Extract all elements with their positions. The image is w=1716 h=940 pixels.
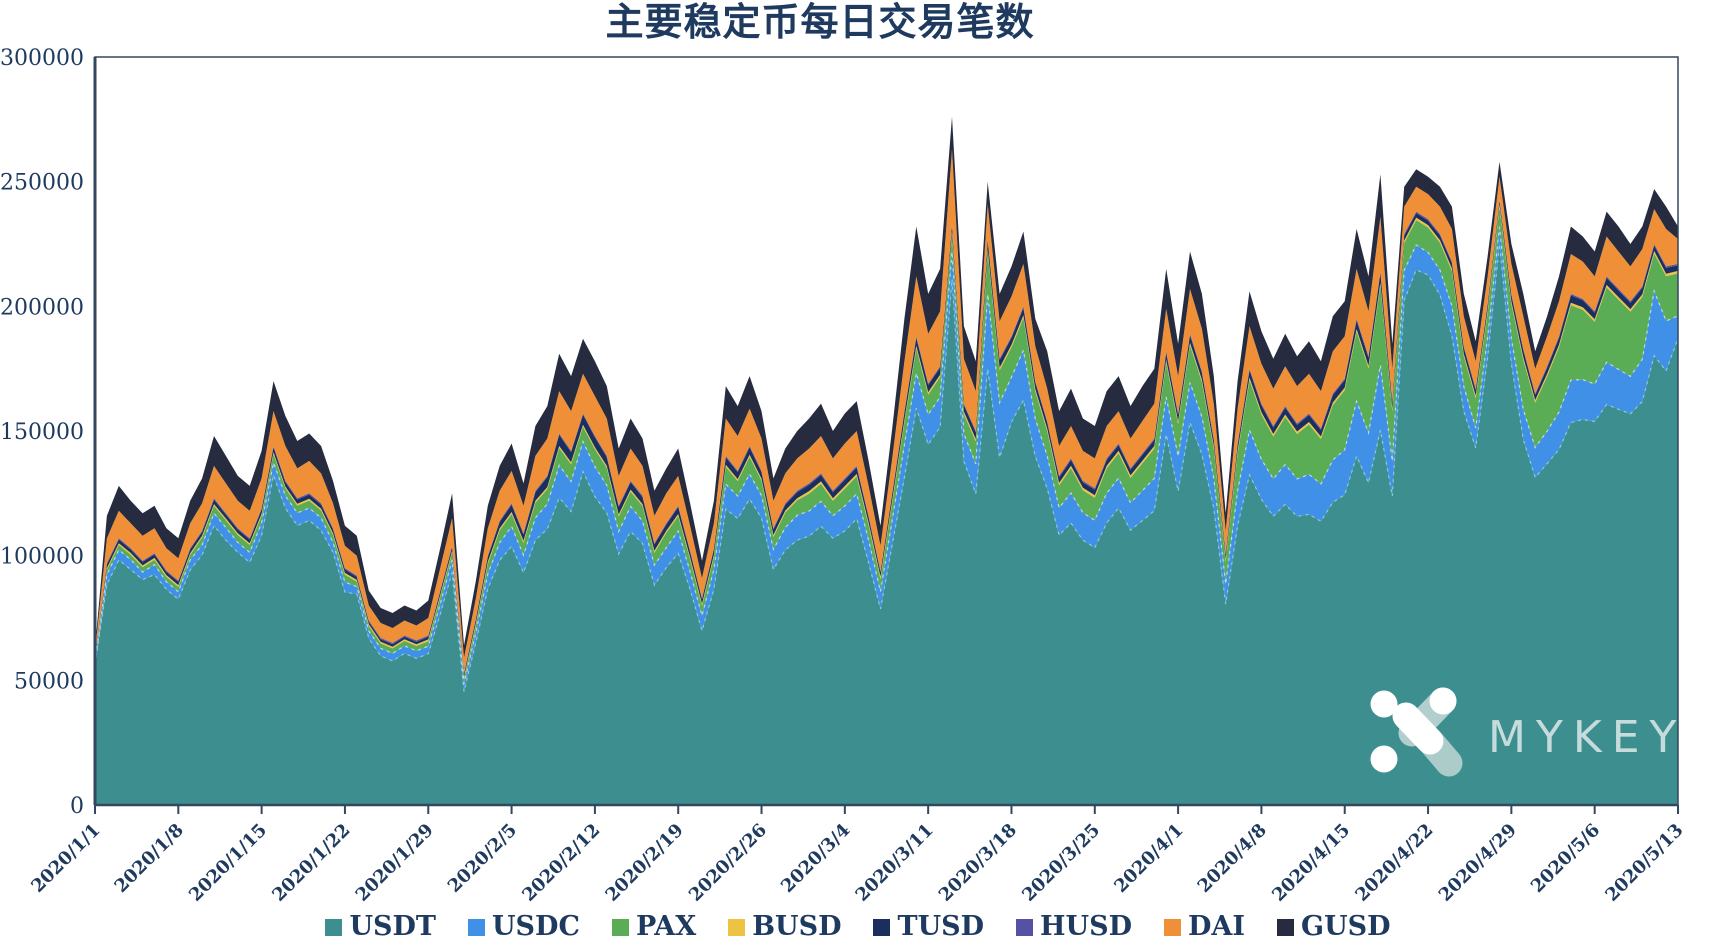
y-axis-label: 0 [70, 794, 84, 819]
x-axis-ticks [94, 805, 1679, 814]
y-axis-label: 250000 [0, 171, 84, 196]
x-axis-label: 2020/5/13 [1601, 820, 1687, 906]
legend-swatch-busd [728, 918, 746, 936]
legend-item-busd: BUSD [728, 912, 841, 940]
legend-label-dai: DAI [1188, 911, 1246, 940]
y-axis-label: 200000 [0, 295, 84, 320]
x-axis-label: 2020/1/15 [185, 820, 271, 906]
legend-label-tusd: TUSD [897, 911, 985, 940]
x-axis-label: 2020/3/11 [852, 820, 938, 906]
x-axis-label: 2020/1/1 [27, 820, 104, 897]
logo-dot-bottom-left [1370, 745, 1398, 773]
y-axis-label: 300000 [0, 46, 84, 71]
logo-dot-top-left [1370, 690, 1398, 718]
legend-swatch-tusd [873, 918, 891, 936]
legend-item-usdt: USDT [325, 912, 436, 940]
legend-label-busd: BUSD [752, 911, 842, 940]
x-axis-label: 2020/4/1 [1110, 820, 1187, 897]
legend-item-gusd: GUSD [1277, 912, 1391, 940]
x-axis-label: 2020/1/29 [352, 820, 438, 906]
legend-swatch-husd [1016, 918, 1034, 936]
area-series-group [94, 116, 1679, 805]
legend-item-usdc: USDC [468, 912, 580, 940]
legend-label-usdt: USDT [349, 911, 436, 940]
legend-swatch-usdc [468, 918, 485, 936]
legend-label-pax: PAX [635, 911, 697, 940]
x-axis-label: 2020/4/15 [1268, 820, 1354, 906]
mykey-logo-text: MYKEY [1488, 712, 1686, 763]
x-axis-label: 2020/4/29 [1435, 820, 1521, 906]
area-pax [95, 206, 1678, 685]
x-axis-label: 2020/5/6 [1527, 820, 1604, 897]
legend-swatch-gusd [1277, 918, 1295, 936]
x-axis-label: 2020/4/8 [1194, 820, 1271, 897]
legend-label-usdc: USDC [492, 911, 580, 940]
x-axis-label: 2020/2/12 [518, 820, 604, 906]
area-usdc [95, 226, 1678, 692]
x-axis-label: 2020/4/22 [1351, 820, 1437, 906]
area-usdt [95, 244, 1678, 805]
legend-swatch-dai [1164, 918, 1182, 936]
legend-item-husd: HUSD [1016, 912, 1132, 940]
x-axis-labels: 2020/1/1 2020/1/82020/1/152020/1/222020/1… [27, 820, 1687, 906]
y-axis-label: 150000 [0, 420, 84, 445]
x-axis-label: 2020/1/22 [268, 820, 354, 906]
y-axis-label: 100000 [0, 545, 84, 570]
legend-item-tusd: TUSD [873, 912, 984, 940]
series-boundary-line [94, 226, 1679, 685]
legend-item-dai: DAI [1164, 912, 1245, 940]
x-axis-label: 2020/2/26 [685, 820, 771, 906]
series-boundary-line [94, 244, 1679, 692]
axes-group [93, 56, 1679, 807]
area-dai [95, 149, 1678, 673]
legend-swatch-pax [611, 918, 629, 936]
mykey-logo: MYKEY [1370, 687, 1686, 777]
legend-label-husd: HUSD [1040, 911, 1133, 940]
legend-item-pax: PAX [611, 911, 697, 940]
chart-legend: USDT USDC PAX BUSD TUSD HUSD DAI GUSD [0, 912, 1716, 940]
chart-title: 主要稳定币每日交易笔数 [605, 0, 1035, 44]
legend-swatch-usdt [325, 918, 343, 936]
legend-label-gusd: GUSD [1301, 911, 1391, 940]
x-axis-label: 2020/3/25 [1018, 820, 1104, 906]
x-axis-label: 2020/1/8 [111, 820, 188, 897]
y-axis-label: 50000 [14, 669, 84, 694]
mykey-logo-icon [1370, 687, 1463, 777]
x-axis-label: 2020/3/4 [777, 820, 854, 897]
x-axis-label: 2020/2/19 [602, 820, 688, 906]
logo-dot-top-right [1429, 687, 1457, 715]
x-axis-label: 2020/2/5 [444, 820, 521, 897]
x-axis-label: 2020/3/18 [935, 820, 1021, 906]
y-axis-labels: 0 50000 100000 150000 200000 250000 300000 [0, 46, 84, 819]
